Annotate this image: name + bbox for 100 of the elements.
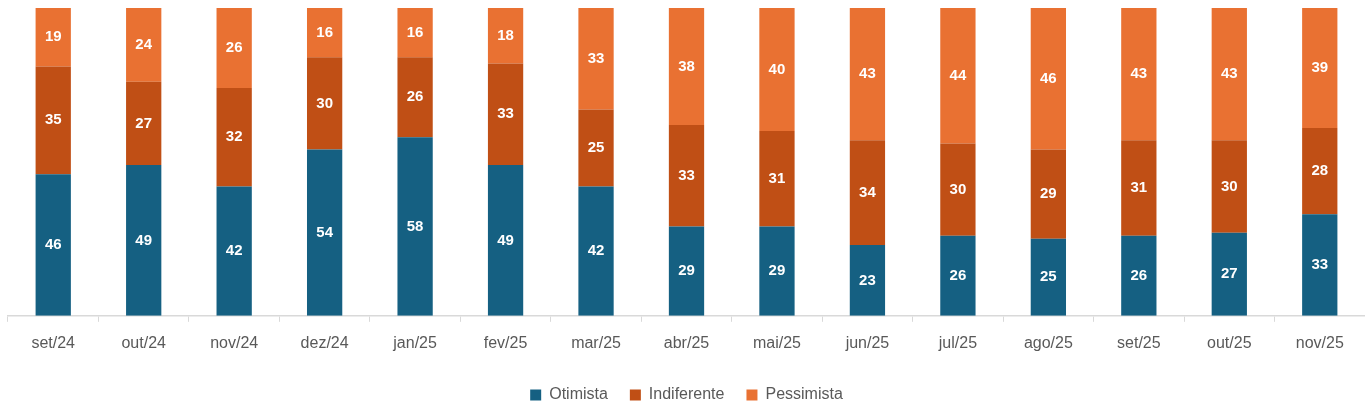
data-label: 49 — [135, 230, 153, 248]
bar — [759, 8, 795, 132]
data-label: 42 — [587, 241, 605, 259]
bar — [849, 245, 886, 316]
bar — [1030, 149, 1067, 239]
data-label: 39 — [1311, 58, 1329, 76]
bar — [1121, 8, 1157, 141]
bar — [487, 8, 524, 64]
bar — [35, 66, 71, 175]
bar — [849, 8, 886, 141]
data-label: 30 — [1220, 176, 1238, 194]
data-label: 26 — [225, 38, 243, 56]
bar — [759, 226, 795, 316]
x-tick-label: jan/25 — [392, 333, 437, 351]
data-label: 27 — [1220, 264, 1238, 282]
data-label: 31 — [1130, 178, 1148, 196]
data-label: 26 — [1130, 265, 1148, 283]
data-label: 43 — [1130, 64, 1148, 82]
bar — [578, 8, 614, 110]
bar — [1211, 8, 1247, 141]
x-tick-label: jul/25 — [937, 333, 978, 351]
bar — [940, 143, 976, 236]
bar — [940, 235, 976, 316]
bar — [1211, 232, 1247, 316]
data-label: 40 — [768, 59, 786, 77]
legend-label: Indiferente — [648, 385, 725, 403]
bar — [487, 164, 524, 316]
data-label: 42 — [225, 241, 243, 259]
x-tick-label: set/25 — [1117, 333, 1161, 351]
data-label: 29 — [1040, 184, 1057, 202]
data-label: 25 — [587, 138, 605, 156]
bar — [668, 226, 705, 316]
data-label: 33 — [587, 48, 605, 66]
data-label: 19 — [44, 27, 62, 45]
data-label: 26 — [406, 87, 424, 105]
data-label: 46 — [44, 235, 62, 253]
data-label: 44 — [949, 65, 967, 83]
data-label: 49 — [497, 230, 514, 248]
data-label: 38 — [678, 56, 695, 74]
data-label: 30 — [949, 179, 967, 197]
bar — [1030, 238, 1067, 316]
x-tick-label: dez/24 — [300, 333, 349, 351]
bar — [397, 57, 433, 138]
x-tick-label: mai/25 — [752, 333, 802, 351]
x-tick-label: set/24 — [31, 333, 76, 351]
x-tick-label: fev/25 — [483, 333, 528, 351]
bar — [668, 124, 705, 227]
x-tick-label: abr/25 — [663, 333, 710, 351]
data-label: 54 — [316, 222, 334, 240]
data-label: 33 — [1311, 255, 1329, 273]
data-label: 16 — [316, 22, 333, 40]
bar — [849, 140, 886, 246]
bar — [126, 81, 162, 165]
bar — [759, 131, 795, 227]
x-tick-label: out/24 — [121, 333, 167, 351]
data-label: 34 — [859, 182, 877, 200]
bar — [35, 8, 71, 67]
data-label: 25 — [1040, 267, 1057, 285]
x-tick-label: ago/25 — [1023, 333, 1073, 351]
data-label: 30 — [316, 93, 333, 111]
data-label: 43 — [1220, 64, 1238, 82]
x-tick-label: nov/24 — [210, 333, 259, 351]
data-label: 35 — [44, 110, 62, 128]
x-tick-label: jun/25 — [844, 333, 890, 351]
bar — [1121, 235, 1157, 316]
data-label: 43 — [859, 64, 876, 82]
bar — [940, 8, 976, 144]
bar — [126, 8, 162, 82]
data-label: 33 — [678, 165, 695, 183]
bar — [306, 8, 343, 58]
bar — [578, 186, 614, 316]
data-label: 24 — [135, 35, 153, 53]
legend-label: Pessimista — [765, 385, 843, 403]
bar — [216, 8, 252, 89]
bar — [35, 174, 71, 316]
bar — [1030, 8, 1067, 150]
bar — [1121, 140, 1157, 236]
data-label: 28 — [1311, 161, 1329, 179]
bar — [578, 109, 614, 187]
bar — [126, 164, 162, 316]
bar — [487, 63, 524, 165]
bar — [1302, 8, 1338, 129]
data-label: 29 — [678, 261, 695, 279]
legend-label: Otimista — [549, 385, 608, 403]
x-tick-label: nov/25 — [1295, 333, 1344, 351]
data-label: 46 — [1040, 68, 1057, 86]
data-label: 29 — [768, 261, 786, 279]
data-label: 27 — [135, 113, 153, 131]
bar — [397, 8, 433, 58]
bar — [216, 88, 252, 187]
data-label: 16 — [406, 22, 424, 40]
bar — [397, 137, 433, 316]
data-label: 18 — [497, 25, 514, 43]
bar — [216, 186, 252, 316]
bar — [1211, 140, 1247, 233]
x-tick-label: out/25 — [1207, 333, 1252, 351]
bar — [306, 57, 343, 150]
x-tick-label: mar/25 — [571, 333, 622, 351]
data-label: 32 — [225, 127, 243, 145]
bar — [1302, 128, 1338, 215]
